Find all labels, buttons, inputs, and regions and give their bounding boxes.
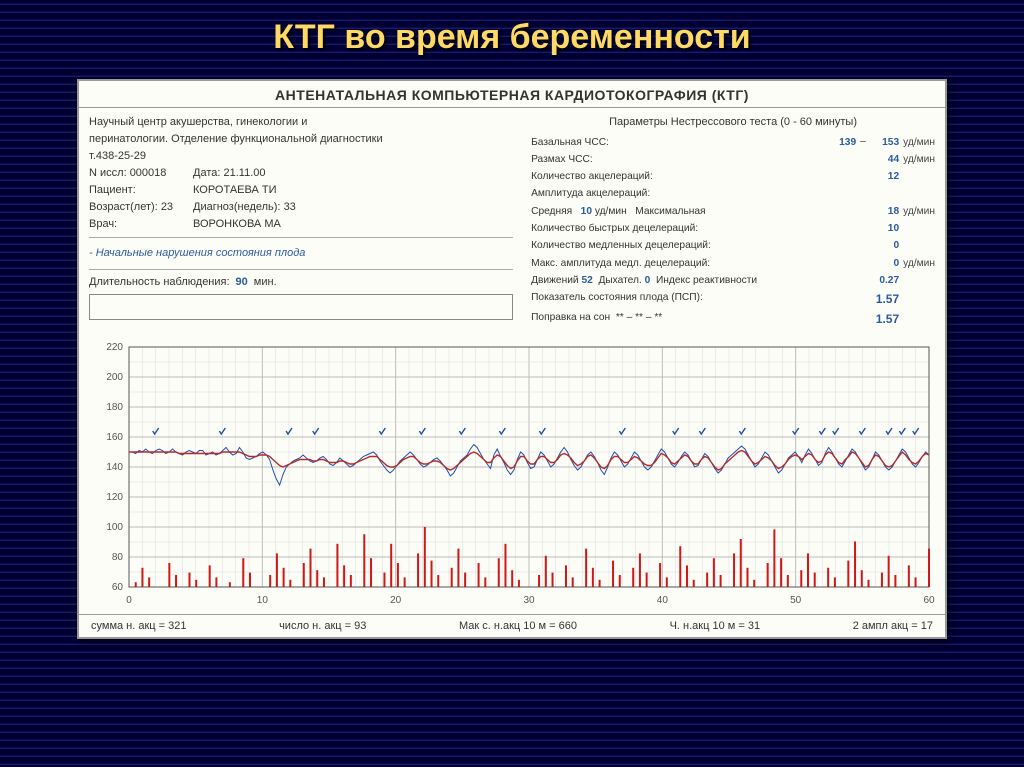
doctor-label: Врач: (89, 216, 181, 233)
ctg-chart-wrap: 60 80 100 120 140 160 180 200 220 0 10 20 30 40 50 60 (79, 333, 945, 614)
svg-text:200: 200 (106, 372, 123, 383)
doctor-name: ВОРОНКОВА МА (193, 216, 281, 233)
input-box (89, 294, 513, 320)
study-no-label: N иссл: (89, 167, 127, 179)
footer-a: сумма н. акц = 321 (91, 620, 186, 632)
info-columns: Научный центр акушерства, гинекологии и … (79, 107, 945, 333)
svg-text:140: 140 (106, 462, 123, 473)
patient-label: Пациент: (89, 182, 181, 199)
study-no: 000018 (130, 167, 167, 179)
report-title: АНТЕНАТАЛЬНАЯ КОМПЬЮТЕРНАЯ КАРДИОТОКОГРА… (79, 81, 945, 107)
params-column: Параметры Нестрессового теста (0 - 60 ми… (531, 114, 935, 329)
footer-c: Мак с. н.акц 10 м = 660 (459, 620, 577, 632)
svg-text:120: 120 (106, 492, 123, 503)
svg-text:60: 60 (112, 582, 124, 593)
slide-title: КТГ во время беременности (0, 0, 1024, 69)
svg-text:160: 160 (106, 432, 123, 443)
age-label: Возраст(лет): (89, 201, 158, 213)
diag-label: Диагноз(недель): (193, 201, 281, 213)
ctg-report: АНТЕНАТАЛЬНАЯ КОМПЬЮТЕРНАЯ КАРДИОТОКОГРА… (77, 79, 947, 639)
svg-text:0: 0 (126, 595, 132, 606)
patient-info-column: Научный центр акушерства, гинекологии и … (89, 114, 513, 329)
ctg-chart: 60 80 100 120 140 160 180 200 220 0 10 20 30 40 50 60 (91, 339, 937, 611)
footer-b: число н. акц = 93 (279, 620, 366, 632)
age-value: 23 (161, 201, 173, 213)
svg-text:220: 220 (106, 342, 123, 353)
interpretation: - Начальные нарушения состояния плода (89, 242, 513, 265)
org-line1: Научный центр акушерства, гинекологии и (89, 114, 513, 131)
phone: т.438-25-29 (89, 148, 513, 165)
svg-text:10: 10 (257, 595, 269, 606)
diag-value: 33 (284, 201, 296, 213)
duration-value: 90 (236, 274, 248, 291)
svg-text:30: 30 (523, 595, 535, 606)
duration-label: Длительность наблюдения: (89, 274, 230, 291)
params-table: Базальная ЧСС: 139 – 153 уд/мин Размах Ч… (531, 134, 935, 330)
svg-text:100: 100 (106, 522, 123, 533)
patient-name: КОРОТАЕВА ТИ (193, 182, 277, 199)
duration-unit: мин. (254, 274, 277, 291)
org-line2: перинатологии. Отделение функциональной … (89, 131, 513, 148)
date-label: Дата: (193, 167, 220, 179)
svg-text:80: 80 (112, 552, 124, 563)
svg-text:180: 180 (106, 402, 123, 413)
svg-text:20: 20 (390, 595, 402, 606)
footer-stats: сумма н. акц = 321 число н. акц = 93 Мак… (79, 614, 945, 637)
footer-e: 2 ампл акц = 17 (853, 620, 933, 632)
svg-text:60: 60 (923, 595, 935, 606)
svg-text:50: 50 (790, 595, 802, 606)
date-value: 21.11.00 (223, 167, 265, 179)
svg-text:40: 40 (657, 595, 669, 606)
footer-d: Ч. н.акц 10 м = 31 (670, 620, 761, 632)
params-header: Параметры Нестрессового теста (0 - 60 ми… (531, 114, 935, 134)
